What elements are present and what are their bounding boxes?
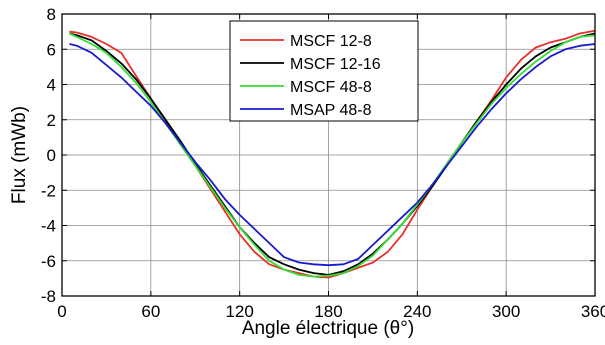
series-lines: [69, 29, 596, 279]
legend: MSCF 12-8 MSCF 12-16 MSCF 48-8 MSAP 48-8: [229, 20, 419, 122]
x-tick-label: 360: [581, 302, 605, 321]
legend-items: MSCF 12-8 MSCF 12-16 MSCF 48-8 MSAP 48-8: [240, 33, 381, 119]
y-tick-label: -2: [41, 181, 56, 200]
legend-box: [229, 20, 419, 122]
series-line-3: [69, 32, 596, 278]
series-line-4: [69, 43, 596, 267]
legend-label-2: MSCF 12-16: [290, 56, 381, 73]
y-tick-label: 6: [47, 40, 56, 59]
y-tick-label: 2: [47, 111, 56, 130]
legend-label-4: MSAP 48-8: [290, 102, 372, 119]
legend-label-3: MSCF 48-8: [290, 79, 372, 96]
x-tick-label: 240: [403, 302, 431, 321]
y-tick-label: 8: [47, 5, 56, 24]
x-tick-label: 120: [225, 302, 253, 321]
x-tick-label: 60: [141, 302, 160, 321]
y-tick-label: -6: [41, 252, 56, 271]
x-tick-label: 300: [492, 302, 520, 321]
y-tick-label: -4: [41, 217, 56, 236]
tick-labels: 0 60 120 180 240 300 360 -8 -6 -4 -2 0 2 4 6 8: [41, 5, 605, 321]
y-axis-label: Flux (mWb): [9, 106, 30, 204]
ticks: [61, 13, 596, 297]
x-tick-label: 180: [314, 302, 342, 321]
y-tick-label: 0: [47, 146, 56, 165]
y-tick-label: -8: [41, 287, 56, 306]
legend-label-1: MSCF 12-8: [290, 33, 372, 50]
y-tick-label: 4: [47, 76, 56, 95]
x-axis-label: Angle électrique (θ°): [242, 318, 414, 339]
x-tick-label: 0: [57, 302, 66, 321]
